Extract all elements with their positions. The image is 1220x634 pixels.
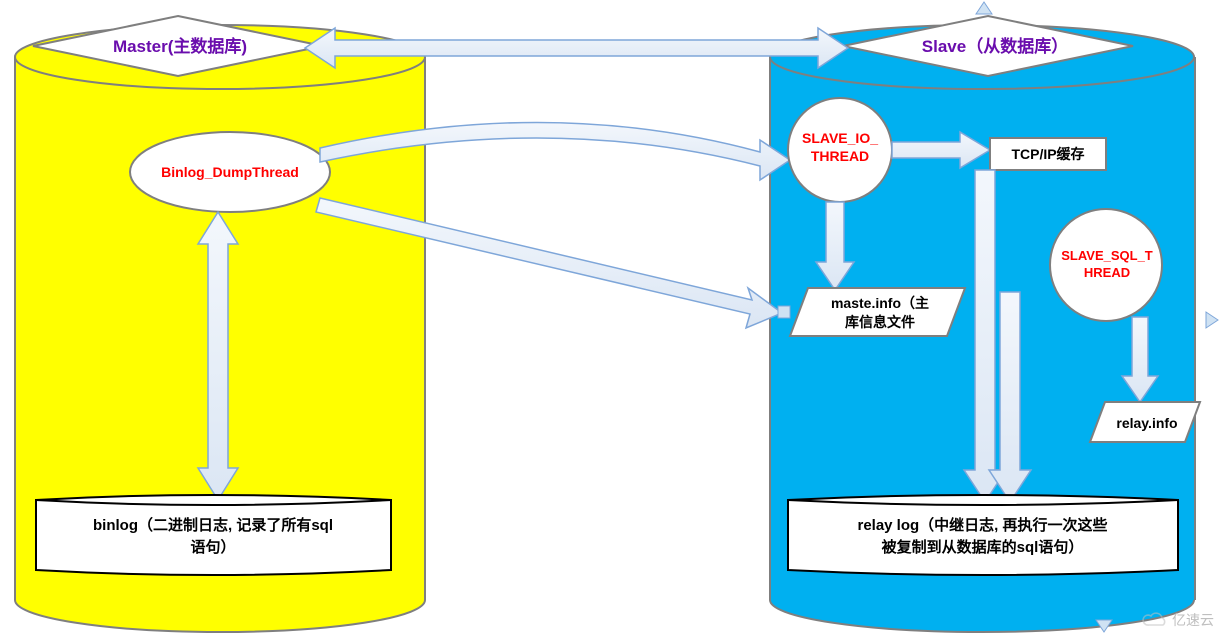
binlog-dump-label: Binlog_DumpThread [145, 164, 315, 182]
scroll-arrow-up-icon[interactable] [976, 2, 992, 14]
edit-handle-icon[interactable] [778, 306, 790, 318]
watermark: 亿速云 [1142, 610, 1214, 630]
relaylog-label-1: relay log（中继日志, 再执行一次这些 [800, 517, 1165, 536]
masteinfo-label-1: maste.info（主 [810, 295, 950, 313]
watermark-text: 亿速云 [1172, 610, 1214, 630]
slave-io-label-2: THREAD [790, 148, 890, 166]
slave-sql-label-2: HREAD [1047, 265, 1167, 281]
binlog-label-1: binlog（二进制日志, 记录了所有sql [48, 517, 378, 536]
masteinfo-label-2: 库信息文件 [810, 314, 950, 332]
master-title-label: Master(主数据库) [85, 36, 275, 57]
slave-title-label: Slave（从数据库） [900, 36, 1090, 57]
cloud-icon [1142, 611, 1168, 629]
binlog-label-2: 语句） [48, 539, 378, 558]
slave-io-label-1: SLAVE_IO_ [790, 130, 890, 148]
scroll-arrow-right-icon[interactable] [1206, 312, 1218, 328]
relayinfo-label: relay.info [1102, 415, 1192, 433]
tcpip-label: TCP/IP缓存 [994, 146, 1102, 164]
slave-sql-label-1: SLAVE_SQL_T [1047, 248, 1167, 264]
relaylog-label-2: 被复制到从数据库的sql语句） [800, 539, 1165, 558]
